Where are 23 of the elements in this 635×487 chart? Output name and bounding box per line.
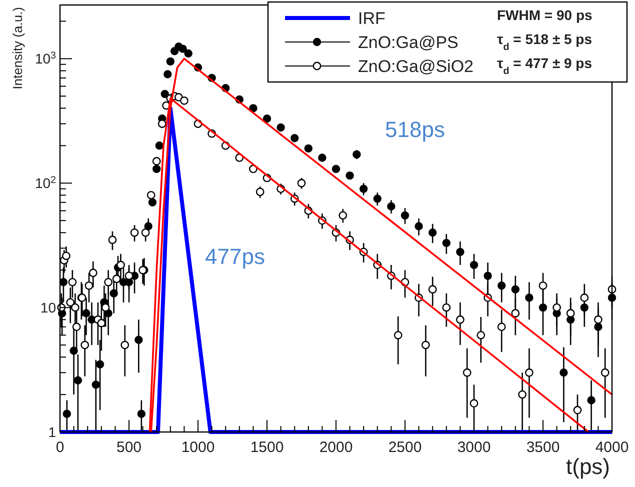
x-tick-label: 3000 <box>457 439 491 456</box>
x-tick-label: 500 <box>116 439 142 456</box>
x-tick-label: 2500 <box>388 439 422 456</box>
x-tick-label: 1000 <box>181 439 215 456</box>
annotation: FWHM = 90 ps <box>497 7 593 23</box>
y-axis-title: Intensity (a.u.) <box>10 7 25 90</box>
y-tick-label: 10$^{3}$ <box>34 50 57 67</box>
annotation: 477ps <box>205 244 265 269</box>
x-tick-label: 1500 <box>250 439 284 456</box>
x-tick-label: 3500 <box>526 439 560 456</box>
annotation: τ$_{d}$ = 477 ± 9 ps <box>497 55 592 76</box>
y-tick-label: 10 <box>40 300 56 316</box>
annotation: τ$_{d}$ = 518 ± 5 ps <box>497 31 592 52</box>
legend-label: ZnO:Ga@SiO2 <box>358 57 474 76</box>
legend-label: ZnO:Ga@PS <box>358 33 458 52</box>
x-axis-title: t(ps) <box>566 454 610 479</box>
x-tick-label: 2000 <box>319 439 353 456</box>
x-tick-label: 4000 <box>595 439 629 456</box>
y-tick-label: 1 <box>48 424 56 440</box>
x-tick-label: 0 <box>56 439 64 456</box>
annotation: 518ps <box>385 117 445 142</box>
legend-label: IRF <box>358 9 386 28</box>
y-tick-label: 10$^{2}$ <box>34 174 56 192</box>
